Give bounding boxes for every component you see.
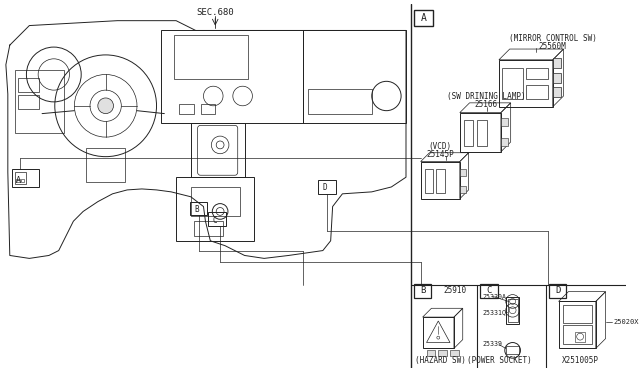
Text: 25330A: 25330A [483,294,506,299]
Bar [481,284,498,298]
Text: (HAZARD SW): (HAZARD SW) [415,356,466,365]
Text: D: D [555,286,560,295]
Bar [318,180,335,194]
Bar [563,325,592,344]
Bar [422,317,454,349]
Bar [179,104,194,113]
Text: SEC.680: SEC.680 [196,8,234,17]
Bar [174,35,248,79]
Text: D: D [323,183,327,192]
Text: 25020X: 25020X [613,319,639,325]
Bar [526,68,548,79]
Bar [86,148,125,182]
Text: 25331Q: 25331Q [483,309,506,315]
Text: B: B [195,205,199,214]
Bar [460,169,466,176]
Bar [501,119,508,126]
Bar [506,296,520,324]
Text: 25145P: 25145P [426,150,454,159]
Text: A: A [16,176,21,185]
Bar [553,74,561,83]
Bar [426,350,435,356]
Bar [460,113,501,152]
Bar [308,89,372,113]
Text: (VCD): (VCD) [429,142,452,151]
Text: (SW DRINING LAMP): (SW DRINING LAMP) [447,93,525,102]
Bar [161,31,303,124]
Bar [502,68,524,99]
Text: B: B [420,286,426,295]
Bar [526,85,548,99]
Bar [176,177,254,241]
Bar [194,221,223,236]
Bar [18,78,39,92]
Text: (POWER SOCKET): (POWER SOCKET) [467,356,531,365]
Text: 25910: 25910 [443,286,467,295]
Text: 25560M: 25560M [539,42,566,51]
Bar [424,169,433,193]
Bar [499,60,553,107]
Bar [18,95,39,109]
Text: 25339: 25339 [483,341,502,347]
Bar [563,305,592,323]
Bar [464,121,474,146]
Text: 25166: 25166 [475,100,498,109]
Text: (MIRROR CONTROL SW): (MIRROR CONTROL SW) [509,34,596,43]
Bar [190,202,207,215]
Circle shape [98,98,113,113]
Bar [460,186,466,193]
Bar [553,87,561,97]
Bar [508,298,518,322]
Bar [209,212,226,226]
Bar [303,31,406,124]
Bar [191,124,244,177]
Bar [420,161,460,199]
Bar [436,169,445,193]
Bar [506,346,520,354]
Bar [15,172,26,184]
Bar [450,350,459,356]
Bar [477,121,487,146]
Bar [414,284,431,298]
Bar [15,179,20,182]
Text: C: C [213,216,218,225]
Bar [553,58,561,68]
Text: C: C [486,286,492,295]
Bar [549,284,566,298]
Bar [191,187,240,217]
Text: A: A [420,13,426,23]
Text: X251005P: X251005P [562,356,598,365]
Bar [438,350,447,356]
Bar [414,10,433,26]
Bar [501,138,508,146]
Bar [559,301,596,349]
Bar [200,104,215,113]
Bar [575,332,585,341]
Bar [15,70,63,133]
Bar [12,169,39,187]
Bar [20,179,24,182]
